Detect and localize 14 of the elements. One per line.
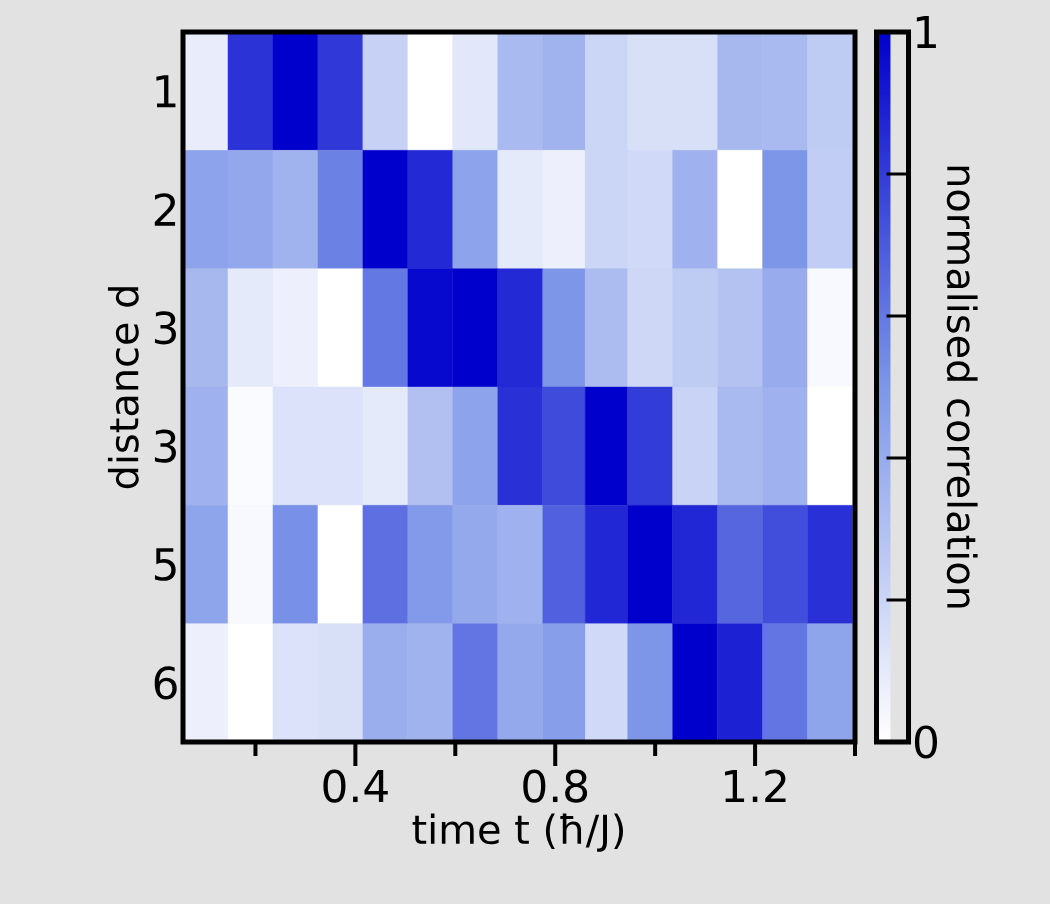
x-axis-title: time t (ħ/J) bbox=[412, 813, 624, 852]
color-bar-label: 0 bbox=[914, 725, 938, 759]
color-bar-label: 1 bbox=[916, 16, 936, 48]
color-bar-title: normalised correlation bbox=[946, 166, 978, 608]
x-tick-label: 0.4 bbox=[323, 769, 388, 803]
y-tick-label: 1 bbox=[156, 75, 176, 108]
y-axis-title: distance d bbox=[107, 287, 139, 489]
y-tick-label: 5 bbox=[154, 548, 176, 581]
y-tick-label: 3 bbox=[154, 311, 176, 345]
y-tick-label: 6 bbox=[154, 666, 177, 700]
y-tick-label: 2 bbox=[154, 193, 176, 226]
x-tick-label: 1.2 bbox=[725, 769, 786, 803]
y-tick-label: 3 bbox=[154, 429, 176, 463]
x-tick-label: 0.8 bbox=[523, 769, 588, 803]
